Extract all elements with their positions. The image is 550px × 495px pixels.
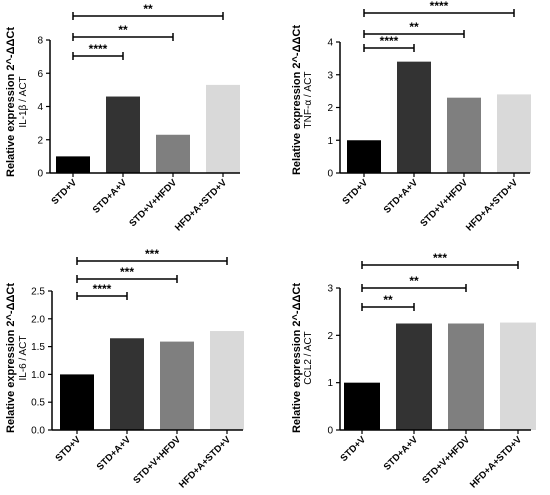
y-tick-label: 3	[327, 70, 333, 81]
y-axis-sublabel: CCL2 / ACT	[303, 331, 314, 384]
x-tick-label: HFD+A+STD+V	[464, 177, 521, 234]
x-tick-label: STD+V+HFDV	[420, 434, 472, 486]
y-tick-label: 0	[327, 426, 333, 437]
y-tick-label: 0	[327, 169, 333, 180]
x-tick-label: STD+V+HFDV	[131, 434, 183, 486]
y-axis-label: Relative expression 2^-ΔΔCt	[5, 27, 17, 177]
y-axis-sublabel: IL-6 / ACT	[18, 335, 29, 380]
y-tick-label: 2.0	[31, 314, 45, 325]
significance-label: ***	[145, 247, 159, 261]
bar-2	[110, 338, 144, 430]
x-tick-label: STD+V	[341, 177, 371, 207]
bar-1	[344, 382, 380, 430]
significance-label: ****	[430, 0, 449, 13]
y-tick-label: 1.5	[31, 342, 45, 353]
bar-1	[56, 156, 90, 173]
x-tick-label: STD+A+V	[91, 177, 130, 216]
x-tick-label: STD+A+V	[95, 434, 134, 473]
significance-label: **	[409, 274, 419, 288]
x-tick-label: STD+V	[339, 434, 369, 464]
y-axis-sublabel: TNF-α / ACT	[303, 72, 314, 129]
x-tick-label: STD+V+HFDV	[127, 177, 179, 229]
y-tick-label: 3	[327, 284, 333, 295]
y-tick-label: 6	[37, 69, 43, 80]
bar-3	[156, 134, 190, 173]
x-tick-label: HFD+A+STD+V	[173, 177, 230, 234]
y-axis-label: Relative expression 2^-ΔΔCt	[291, 25, 303, 175]
bar-2	[396, 323, 432, 430]
y-tick-label: 0.0	[31, 426, 45, 437]
bar-3	[448, 323, 484, 430]
y-tick-label: 1.0	[31, 370, 45, 381]
significance-label: ***	[120, 265, 134, 279]
significance-label: ***	[433, 251, 447, 265]
bar-4	[210, 331, 244, 430]
bar-3	[447, 97, 481, 173]
y-tick-label: 0	[37, 169, 43, 180]
significance-label: **	[409, 20, 419, 34]
x-tick-label: STD+V	[54, 434, 84, 464]
significance-label: **	[383, 293, 393, 307]
chart-panel-3: 0.0 0.5 1.0 1.5 2.0 2.5 STD+V STD+A+VSTD+V+HFDV…	[5, 247, 244, 490]
significance-label: **	[118, 23, 128, 37]
bar-4	[497, 94, 531, 173]
y-tick-label: 2	[327, 103, 333, 114]
y-tick-label: 4	[327, 38, 333, 49]
y-tick-label: 2	[37, 135, 43, 146]
y-tick-label: 2.5	[31, 287, 45, 298]
bar-3	[160, 341, 194, 430]
y-axis-label: Relative expression 2^-ΔΔCt	[291, 283, 303, 433]
bar-2	[397, 61, 431, 173]
y-axis-sublabel: IL-1β / ACT	[18, 76, 29, 127]
significance-label: ****	[380, 34, 399, 48]
bar-2	[106, 96, 140, 173]
y-tick-label: 8	[37, 36, 43, 47]
bar-4	[206, 84, 240, 173]
significance-label: ****	[93, 282, 112, 296]
bar-1	[347, 140, 381, 173]
x-tick-label: STD+V	[50, 177, 80, 207]
x-tick-label: HFD+A+STD+V	[177, 434, 234, 491]
significance-label: ****	[89, 42, 108, 56]
y-axis-label: Relative expression 2^-ΔΔCt	[5, 283, 17, 433]
x-tick-label: STD+V+HFDV	[418, 177, 470, 229]
x-tick-label: STD+A+V	[382, 177, 421, 216]
y-tick-label: 4	[37, 102, 43, 113]
y-tick-label: 1	[327, 136, 333, 147]
y-tick-label: 1	[327, 378, 333, 389]
significance-label: **	[143, 2, 153, 16]
x-tick-label: HFD+A+STD+V	[468, 434, 525, 491]
y-tick-label: 2	[327, 331, 333, 342]
bar-1	[60, 374, 94, 430]
bar-4	[500, 322, 536, 430]
x-tick-label: STD+A+V	[382, 434, 421, 473]
y-tick-label: 0.5	[31, 398, 45, 409]
